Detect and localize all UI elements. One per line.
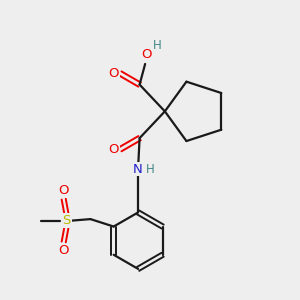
Text: N: N	[133, 163, 143, 176]
Text: O: O	[58, 244, 69, 257]
Text: H: H	[153, 39, 162, 52]
Text: O: O	[58, 184, 69, 197]
Text: O: O	[109, 67, 119, 80]
Text: O: O	[109, 143, 119, 156]
Text: S: S	[62, 214, 71, 227]
Text: O: O	[141, 48, 152, 61]
Text: H: H	[146, 163, 155, 176]
